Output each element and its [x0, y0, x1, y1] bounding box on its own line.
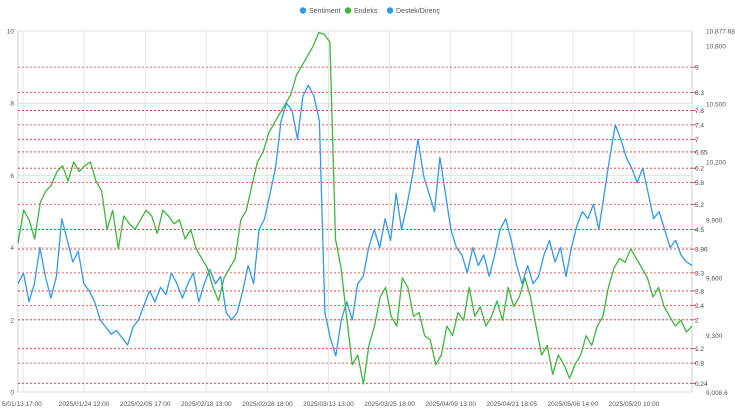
x-tick-label: 2025/05/20 10:00: [609, 401, 660, 408]
support-resistance-label: 5.8: [695, 180, 704, 187]
y-left-tick-label: 4: [10, 245, 14, 252]
y-right-index-tick-label: 9,600: [706, 275, 723, 282]
support-resistance-label: 2: [695, 317, 699, 324]
y-right-index-tick-label: 10,800: [706, 44, 726, 51]
x-tick-label: 2025/02/18 13:00: [181, 401, 232, 408]
x-tick-label: 2025/04/09 13:00: [425, 401, 476, 408]
y-right-top-label: 10,877.68: [706, 29, 735, 36]
y-right-bottom-label: 9,008.6: [706, 390, 728, 397]
support-resistance-label: 3.96: [695, 247, 708, 254]
legend-item[interactable]: Sentiment: [299, 7, 341, 15]
y-left-tick-label: 2: [10, 317, 14, 324]
x-tick-label: 2025/03/13 13:00: [303, 401, 354, 408]
legend-label: Destek/Direnç: [396, 8, 440, 15]
support-resistance-label: 4.5: [695, 227, 704, 234]
legend-item[interactable]: Destek/Direnç: [386, 7, 441, 15]
y-left-tick-label: 0: [10, 390, 14, 397]
support-resistance-label: 0.24: [695, 381, 708, 388]
series-layer: [17, 31, 693, 385]
support-resistance-label: 1.2: [695, 346, 704, 353]
support-resistance-label: 0.8: [695, 361, 704, 368]
support-resistance-label: 2.4: [695, 303, 704, 310]
support-resistance-label: 6.65: [695, 149, 708, 156]
y-right-index-tick-label: 10,200: [706, 159, 726, 166]
x-tick-label: 2025/02/05 17:00: [120, 401, 171, 408]
support-resistance-label: 7.4: [695, 122, 704, 129]
y-right-index-tick-label: 9,900: [706, 217, 723, 224]
series-line-endeks: [17, 31, 693, 385]
legend-marker: [386, 7, 394, 14]
legend-item[interactable]: Endeks: [344, 7, 378, 15]
support-resistance-label: 2.8: [695, 288, 704, 295]
support-resistance-label: 3.3: [695, 270, 704, 277]
x-tick-label: 2025/04/21 18:05: [486, 401, 537, 408]
y-right-index-tick-label: 9,300: [706, 333, 723, 340]
y-left-tick-label: 10: [7, 29, 15, 36]
axes: 0 2 4 6 8 10 10,877.68 9,008.6 10,800 10,500 10,20…: [2, 29, 735, 409]
support-resistance-label: 7: [695, 137, 699, 144]
legend-marker: [344, 7, 352, 14]
x-tick-label: 5/01/13 17:00: [2, 401, 42, 408]
x-tick-label: 2025/03/25 18:00: [364, 401, 415, 408]
x-tick-label: 2025/05/06 14:00: [548, 401, 599, 408]
legend-label: Sentiment: [309, 8, 341, 15]
legend-label: Endeks: [354, 8, 378, 15]
support-resistance-lines: 9 8.3 7.8 7.4 7 6.65 6.2 5.8 5.2 4.5 3.96 3.3 2.8 2.4…: [18, 65, 708, 388]
y-left-tick-label: 8: [10, 101, 14, 108]
grid: [17, 30, 693, 393]
y-right-index-tick-label: 10,500: [706, 101, 726, 108]
support-resistance-label: 9: [695, 65, 699, 72]
support-resistance-label: 7.8: [695, 108, 704, 115]
legend-marker: [299, 7, 307, 14]
legend[interactable]: Sentiment Endeks Destek/Direnç: [299, 7, 441, 15]
support-resistance-label: 8.3: [695, 90, 704, 97]
support-resistance-label: 5.2: [695, 202, 704, 209]
x-tick-label: 2025/01/24 12:00: [59, 401, 110, 408]
support-resistance-label: 6.2: [695, 166, 704, 173]
x-tick-label: 2025/02/28 18:00: [242, 401, 293, 408]
y-left-tick-label: 6: [10, 173, 14, 180]
series-line-sentiment: [17, 84, 693, 357]
